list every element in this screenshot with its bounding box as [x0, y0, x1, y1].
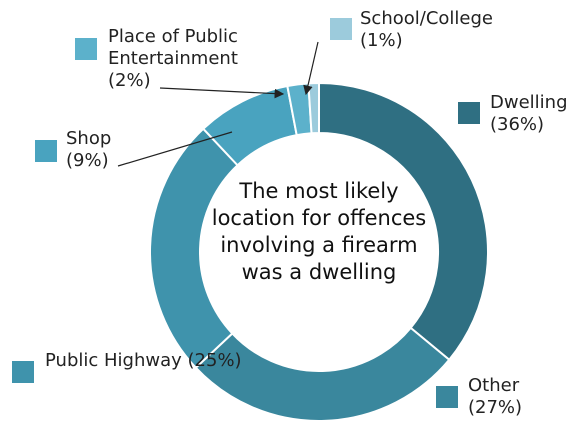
legend-label: Dwelling [490, 92, 568, 113]
value-label: (1%) [360, 30, 403, 51]
leader-line [117, 131, 233, 167]
legend-swatch [458, 102, 480, 124]
leader-line [159, 87, 285, 99]
value-label: (25%) [187, 350, 242, 371]
legend-label: Shop [66, 128, 112, 149]
value-label: (36%) [490, 114, 545, 135]
legend-label: Place of Public Entertainment [108, 26, 238, 69]
legend-entry: Public Highway (25%) [45, 350, 245, 372]
legend-label: School/College [360, 8, 493, 29]
legend-swatch [436, 386, 458, 408]
value-label: (9%) [66, 150, 109, 171]
legend-swatch [330, 18, 352, 40]
legend-swatch [35, 140, 57, 162]
value-label: (27%) [468, 397, 523, 418]
legend-entry: Other (27%) [468, 375, 568, 419]
legend-label: Public Highway [45, 350, 182, 371]
donut-segment [194, 326, 451, 422]
legend-entry: Shop (9%) [66, 128, 146, 172]
legend-swatch [12, 361, 34, 383]
legend-swatch [75, 38, 97, 60]
legend-entry: Place of Public Entertainment (2%) [108, 26, 278, 92]
leader-line [303, 41, 319, 96]
donut-segment [307, 81, 320, 135]
legend-entry: School/College (1%) [360, 8, 530, 52]
center-annotation: The most likely location for offences in… [211, 179, 427, 284]
legend-label: Other [468, 375, 520, 396]
donut-segment [318, 81, 490, 362]
legend-entry: Dwelling (36%) [490, 92, 580, 136]
value-label: (2%) [108, 70, 151, 91]
